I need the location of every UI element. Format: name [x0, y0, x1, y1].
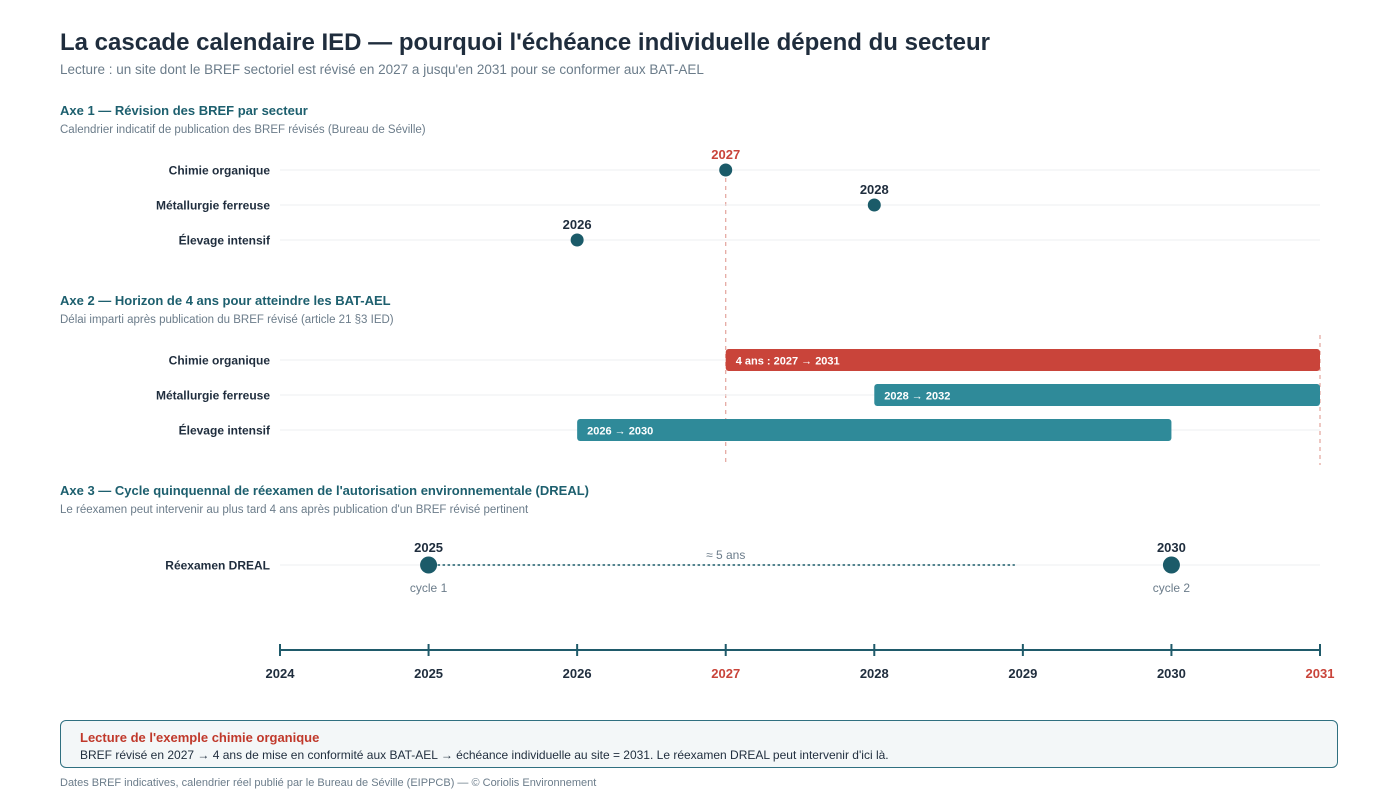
x-tick-label: 2030 — [1157, 666, 1186, 681]
point-elevage-intensif — [570, 233, 584, 247]
x-tick-label: 2029 — [1008, 666, 1037, 681]
section-1-title: Axe 1 — Révision des BREF par secteur — [60, 103, 308, 118]
note-text: BREF révisé en 2027 → 4 ans de mise en c… — [80, 748, 889, 762]
row-label-metallurgie-ferreuse: Métallurgie ferreuse — [156, 389, 270, 403]
review-point-label: 2025 — [414, 540, 443, 555]
bref-revision-points: Chimie organique 2027 Métallurgie ferreuse… — [156, 147, 1320, 248]
x-tick-label: 2025 — [414, 666, 443, 681]
range-bar-label: 4 ans : 2027 → 2031 — [736, 356, 840, 368]
compliance-range-bars: Chimie organique 4 ans : 2027 → 2031 Métal… — [156, 349, 1320, 441]
review-point-cycle-1 — [420, 556, 438, 574]
range-bar-label: 2026 → 2030 — [587, 426, 653, 438]
review-point-caption: cycle 2 — [1153, 581, 1191, 595]
chart-subtitle: Lecture : un site dont le BREF sectoriel… — [60, 62, 704, 77]
row-label-elevage-intensif: Élevage intensif — [179, 233, 271, 248]
section-2-subtitle: Délai imparti après publication du BREF … — [60, 314, 394, 326]
row-label-metallurgie-ferreuse: Métallurgie ferreuse — [156, 199, 270, 213]
range-bar-metallurgie-ferreuse — [874, 384, 1320, 406]
row-label-elevage-intensif: Élevage intensif — [179, 423, 271, 438]
range-bar-chimie-organique — [725, 349, 1320, 371]
row-label-chimie-organique: Chimie organique — [169, 164, 271, 178]
point-value-label: 2027 — [711, 147, 740, 162]
x-tick-label: 2026 — [563, 666, 592, 681]
range-bar-elevage-intensif — [577, 419, 1172, 441]
example-note-box: Lecture de l'exemple chimie organique BR… — [60, 720, 1338, 768]
x-tick-label: 2031 — [1306, 666, 1335, 681]
section-1-subtitle: Calendrier indicatif de publication des … — [60, 124, 426, 136]
x-tick-label: 2024 — [266, 666, 296, 681]
row-label-chimie-organique: Chimie organique — [169, 354, 271, 368]
dreal-review-cycle: Réexamen DREAL ≈ 5 ans 2025 cycle 1 2030 cycl… — [165, 540, 1320, 595]
range-bar-label: 2028 → 2032 — [884, 391, 950, 403]
review-point-cycle-2 — [1162, 556, 1180, 574]
point-value-label: 2026 — [563, 217, 592, 232]
review-point-caption: cycle 1 — [410, 581, 448, 595]
point-value-label: 2028 — [860, 182, 889, 197]
section-3-title: Axe 3 — Cycle quinquennal de réexamen de… — [60, 483, 589, 498]
point-metallurgie-ferreuse — [867, 198, 881, 212]
cycle-interval-label: ≈ 5 ans — [706, 548, 745, 562]
row-label-reexamen-dreal: Réexamen DREAL — [165, 559, 270, 573]
review-point-label: 2030 — [1157, 540, 1186, 555]
note-title: Lecture de l'exemple chimie organique — [80, 730, 320, 745]
x-axis: 2024 2025 2026 2027 2028 2029 2030 2031 — [266, 644, 1335, 681]
point-chimie-organique — [719, 163, 733, 177]
section-2-title: Axe 2 — Horizon de 4 ans pour atteindre … — [60, 293, 391, 308]
chart-title: La cascade calendaire IED — pourquoi l'é… — [60, 29, 990, 56]
x-tick-label: 2028 — [860, 666, 889, 681]
x-tick-label: 2027 — [711, 666, 740, 681]
section-3-subtitle: Le réexamen peut intervenir au plus tard… — [60, 504, 529, 516]
footer-source: Dates BREF indicatives, calendrier réel … — [60, 777, 597, 789]
